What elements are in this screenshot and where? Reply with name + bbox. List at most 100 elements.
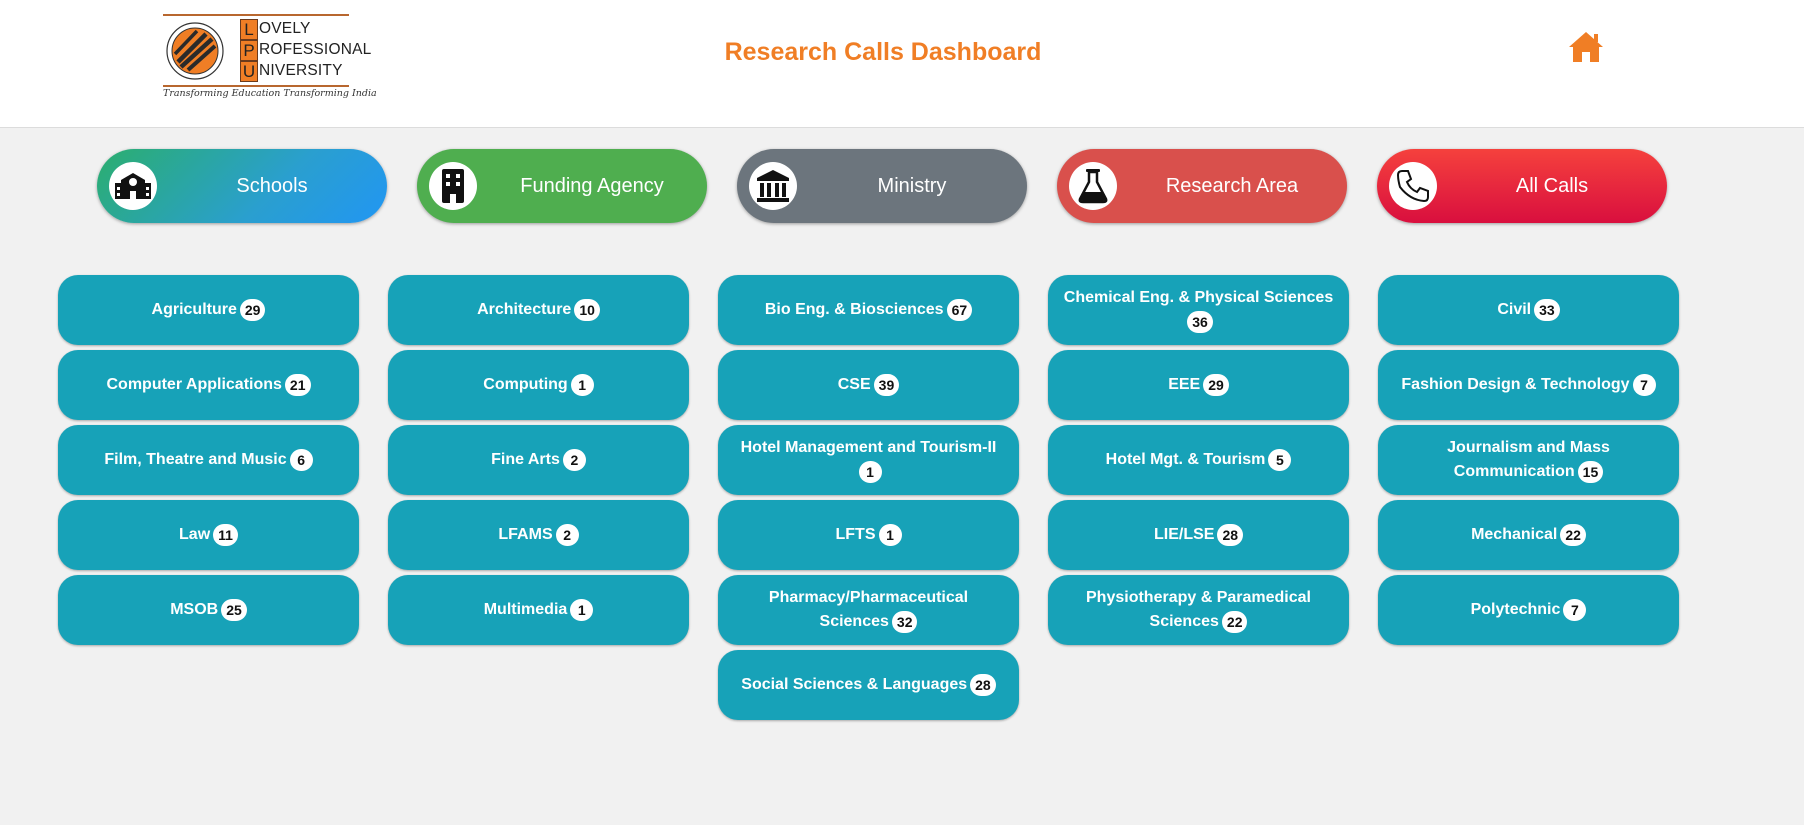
school-name: Multimedia bbox=[483, 601, 568, 618]
school-button[interactable]: EEE 29 bbox=[1048, 350, 1349, 420]
school-icon bbox=[109, 162, 157, 210]
school-name: Fine Arts bbox=[491, 451, 560, 468]
school-button[interactable]: Journalism and Mass Communication 15 bbox=[1378, 425, 1679, 495]
school-button[interactable]: Civil 33 bbox=[1378, 275, 1679, 345]
school-button[interactable]: Fashion Design & Technology 7 bbox=[1378, 350, 1679, 420]
school-button[interactable]: Polytechnic 7 bbox=[1378, 575, 1679, 645]
school-name: Pharmacy/Pharmaceutical Sciences bbox=[768, 589, 969, 630]
nav-label: Research Area bbox=[1165, 175, 1299, 197]
schools-column: Chemical Eng. & Physical Sciences36 EEE 2… bbox=[1048, 275, 1349, 645]
school-button[interactable]: Computer Applications 21 bbox=[58, 350, 359, 420]
school-button[interactable]: LIE/LSE 28 bbox=[1048, 500, 1349, 570]
logo-wordmark: L OVELY P ROFESSIONAL U NIVERSITY bbox=[240, 18, 372, 82]
school-name: Bio Eng. & Biosciences bbox=[764, 301, 944, 318]
school-name: Polytechnic bbox=[1470, 601, 1561, 618]
lpu-seal-icon bbox=[166, 22, 224, 80]
call-count-badge: 15 bbox=[1577, 460, 1604, 483]
school-button[interactable]: LFAMS 2 bbox=[388, 500, 689, 570]
school-button[interactable]: Hotel Management and Tourism-II 1 bbox=[718, 425, 1019, 495]
call-count-badge: 32 bbox=[891, 610, 918, 633]
call-count-badge: 11 bbox=[213, 523, 238, 546]
lpu-logo[interactable]: L OVELY P ROFESSIONAL U NIVERSITY Transf… bbox=[161, 14, 377, 104]
school-name: Fashion Design & Technology bbox=[1401, 376, 1630, 393]
logo-row: U NIVERSITY bbox=[240, 60, 371, 82]
call-count-badge: 36 bbox=[1187, 310, 1213, 333]
nav-label: All Calls bbox=[1515, 175, 1589, 197]
nav-research-area-button[interactable]: Research Area bbox=[1057, 149, 1347, 223]
schools-column: Agriculture 29 Computer Applications 21 Fi… bbox=[58, 275, 359, 645]
logo-letter: U bbox=[240, 60, 258, 82]
school-button[interactable]: Physiotherapy & Paramedical Sciences 22 bbox=[1048, 575, 1349, 645]
logo-rule bbox=[163, 85, 349, 87]
call-count-badge: 67 bbox=[946, 298, 973, 321]
school-button[interactable]: Fine Arts 2 bbox=[388, 425, 689, 495]
logo-row: L OVELY bbox=[240, 18, 371, 40]
call-count-badge: 1 bbox=[570, 373, 594, 396]
building-icon bbox=[429, 162, 477, 210]
call-count-badge: 29 bbox=[1203, 373, 1229, 396]
school-button[interactable]: Social Sciences & Languages 28 bbox=[718, 650, 1019, 720]
school-button[interactable]: Hotel Mgt. & Tourism 5 bbox=[1048, 425, 1349, 495]
school-button[interactable]: Computing 1 bbox=[388, 350, 689, 420]
schools-column: Bio Eng. & Biosciences 67 CSE 39 Hotel Man… bbox=[718, 275, 1019, 720]
call-count-badge: 25 bbox=[221, 598, 247, 621]
school-name: LIE/LSE bbox=[1153, 526, 1215, 543]
call-count-badge: 28 bbox=[970, 673, 996, 696]
school-name: LFTS bbox=[835, 526, 876, 543]
nav-label: Funding Agency bbox=[520, 175, 664, 197]
school-name: Hotel Management and Tourism-II bbox=[740, 439, 997, 456]
school-name: Chemical Eng. & Physical Sciences bbox=[1063, 289, 1334, 306]
header: L OVELY P ROFESSIONAL U NIVERSITY Transf… bbox=[0, 0, 1804, 128]
school-name: Mechanical bbox=[1471, 526, 1558, 543]
school-button[interactable]: Pharmacy/Pharmaceutical Sciences 32 bbox=[718, 575, 1019, 645]
logo-word: ROFESSIONAL bbox=[259, 41, 372, 58]
call-count-badge: 1 bbox=[858, 460, 882, 483]
school-button[interactable]: Law 11 bbox=[58, 500, 359, 570]
nav-ministry-button[interactable]: Ministry bbox=[737, 149, 1027, 223]
school-name: Agriculture bbox=[151, 301, 237, 318]
nav-label: Schools bbox=[236, 175, 308, 197]
call-count-badge: 22 bbox=[1221, 610, 1248, 633]
call-count-badge: 5 bbox=[1268, 448, 1292, 471]
school-button[interactable]: Film, Theatre and Music 6 bbox=[58, 425, 359, 495]
school-button[interactable]: Mechanical 22 bbox=[1378, 500, 1679, 570]
logo-rule bbox=[163, 14, 349, 16]
call-count-badge: 1 bbox=[878, 523, 902, 546]
call-count-badge: 10 bbox=[574, 298, 600, 321]
school-button[interactable]: Chemical Eng. & Physical Sciences 36 bbox=[1048, 275, 1349, 345]
home-icon[interactable] bbox=[1567, 30, 1605, 64]
school-name: LFAMS bbox=[498, 526, 553, 543]
school-name: CSE bbox=[837, 376, 871, 393]
schools-column: Architecture 10 Computing 1 Fine Arts 2 LFA… bbox=[388, 275, 689, 645]
school-button[interactable]: Bio Eng. & Biosciences 67 bbox=[718, 275, 1019, 345]
school-name: Computing bbox=[483, 376, 568, 393]
nav-all-calls-button[interactable]: All Calls bbox=[1377, 149, 1667, 223]
school-button[interactable]: Agriculture 29 bbox=[58, 275, 359, 345]
call-count-badge: 7 bbox=[1563, 598, 1587, 621]
nav-funding-agency-button[interactable]: Funding Agency bbox=[417, 149, 707, 223]
school-name: Hotel Mgt. & Tourism bbox=[1105, 451, 1266, 468]
school-name: Law bbox=[179, 526, 211, 543]
school-name: MSOB bbox=[170, 601, 219, 618]
call-count-badge: 22 bbox=[1560, 523, 1586, 546]
call-count-badge: 6 bbox=[289, 448, 313, 471]
school-button[interactable]: CSE 39 bbox=[718, 350, 1019, 420]
school-button[interactable]: MSOB 25 bbox=[58, 575, 359, 645]
page-title: Research Calls Dashboard bbox=[724, 38, 1042, 66]
school-name: EEE bbox=[1168, 376, 1201, 393]
nav-label: Ministry bbox=[877, 175, 947, 197]
call-count-badge: 7 bbox=[1632, 373, 1656, 396]
logo-tagline: Transforming Education Transforming Indi… bbox=[163, 88, 377, 99]
school-button[interactable]: LFTS 1 bbox=[718, 500, 1019, 570]
school-button[interactable]: Multimedia 1 bbox=[388, 575, 689, 645]
nav-schools-button[interactable]: Schools bbox=[97, 149, 387, 223]
school-name: Civil bbox=[1497, 301, 1532, 318]
flask-icon bbox=[1069, 162, 1117, 210]
logo-letter: P bbox=[240, 39, 258, 61]
school-button[interactable]: Architecture 10 bbox=[388, 275, 689, 345]
school-name: Computer Applications bbox=[106, 376, 282, 393]
call-count-badge: 29 bbox=[239, 298, 266, 321]
logo-word: NIVERSITY bbox=[259, 62, 343, 79]
logo-letter: L bbox=[240, 18, 258, 40]
dashboard-body: Schools Funding Agency bbox=[0, 128, 1804, 825]
